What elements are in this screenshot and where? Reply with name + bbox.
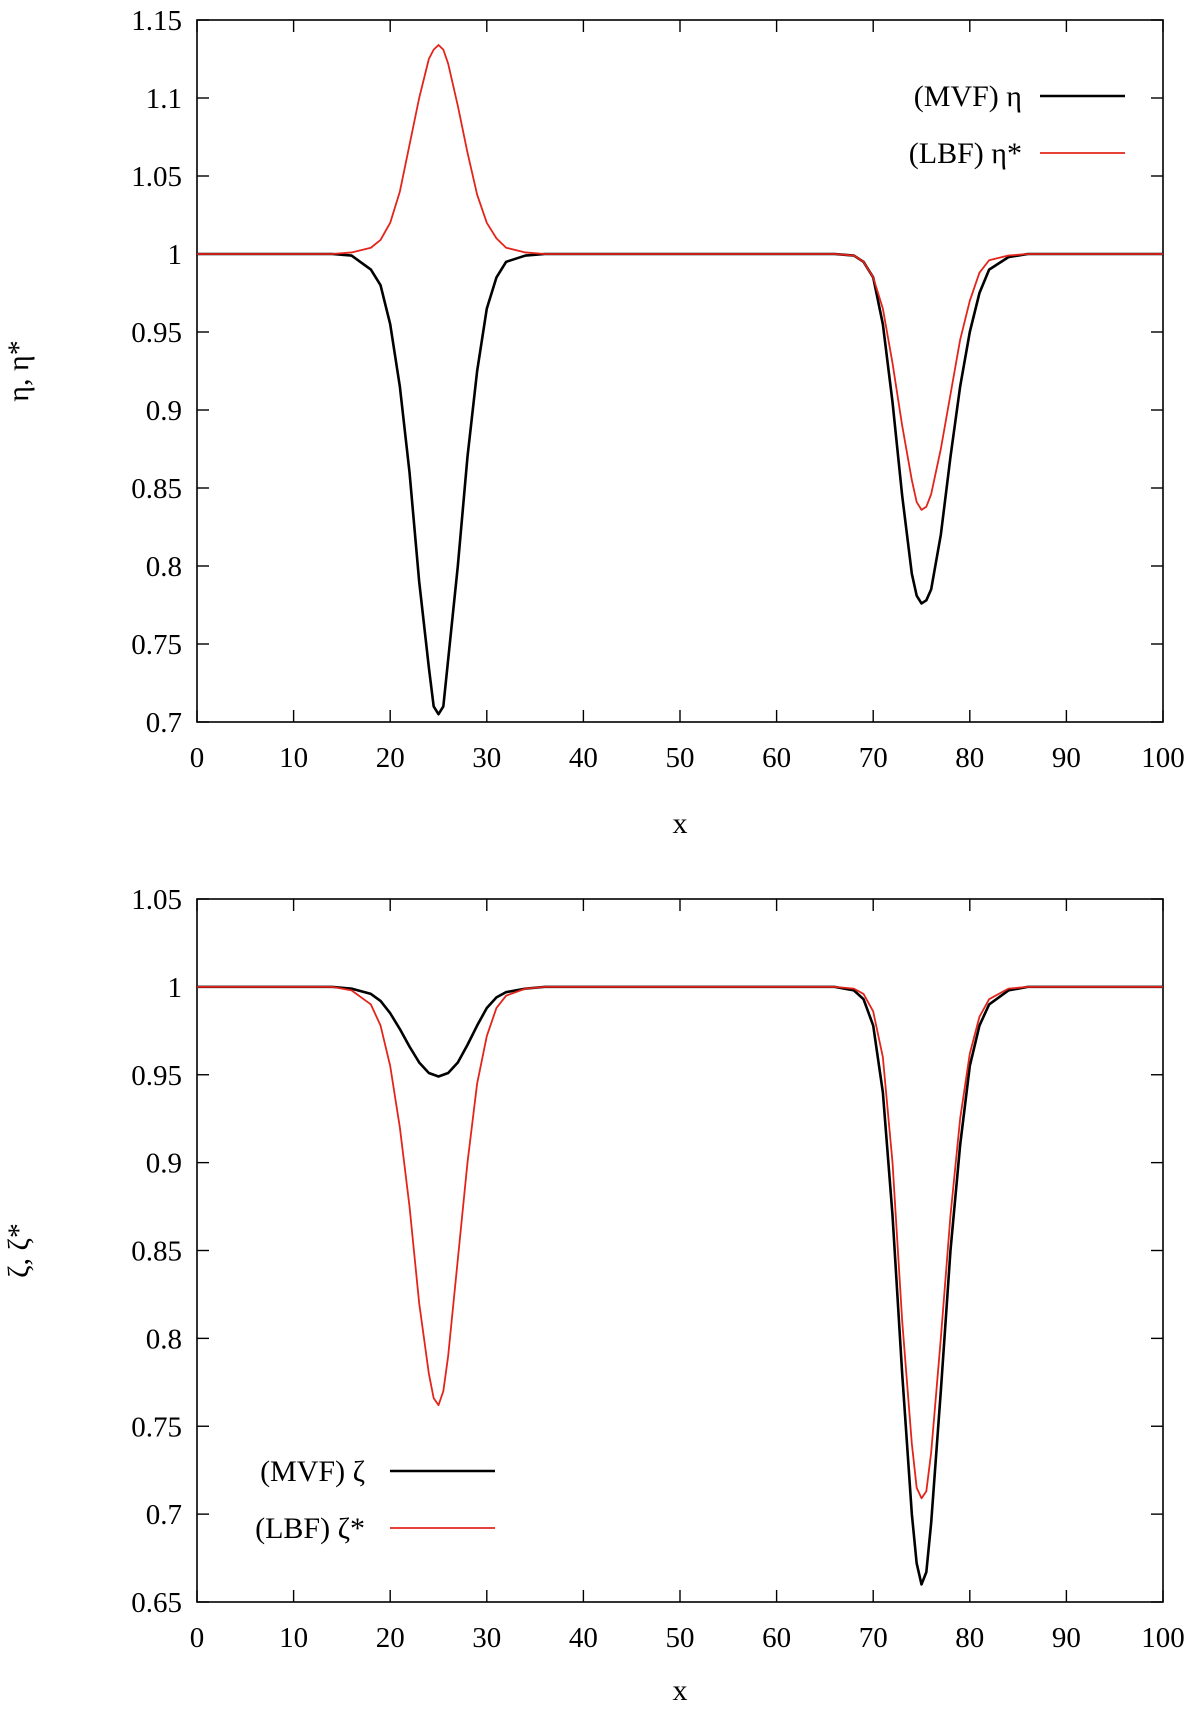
plot-frame [196, 19, 1164, 723]
y-tick-label: 0.7 [146, 1499, 182, 1531]
x-tick-label: 20 [376, 742, 405, 774]
x-tick-label: 60 [762, 742, 791, 774]
x-tick-label: 80 [955, 742, 984, 774]
x-tick-label: 0 [190, 742, 205, 774]
y-tick-label: 0.95 [131, 317, 182, 349]
y-tick-label: 1 [168, 972, 183, 1004]
legend-label: (LBF) ζ* [255, 1512, 365, 1545]
series-line-2 [197, 44, 1163, 511]
x-tick-label: 100 [1141, 1622, 1185, 1654]
y-tick-label: 0.95 [131, 1060, 182, 1092]
y-tick-label: 1.1 [146, 83, 182, 115]
plot-frame [196, 898, 1164, 1603]
legend-label: (LBF) η* [909, 137, 1022, 170]
y-tick-label: 0.65 [131, 1587, 182, 1619]
x-axis-label: x [673, 807, 688, 840]
x-tick-label: 10 [279, 1622, 308, 1654]
x-tick-label: 40 [569, 742, 598, 774]
series-line-2 [197, 985, 1163, 1500]
y-tick-label: 0.8 [146, 1323, 182, 1355]
y-tick-label: 1 [168, 239, 183, 271]
y-tick-label: 0.85 [131, 473, 182, 505]
x-tick-label: 30 [472, 742, 501, 774]
legend-label: (MVF) ζ [260, 1455, 365, 1488]
x-axis-label: x [673, 1674, 688, 1707]
x-tick-label: 70 [859, 1622, 888, 1654]
legend: (MVF) η (LBF) η* [909, 80, 1125, 170]
series-line-1 [197, 985, 1163, 1586]
x-axis: 0 10 20 30 40 50 60 70 80 90 100 [190, 899, 1185, 1654]
chart-1: 0 10 20 30 40 50 60 70 80 90 1000.70.750.80.850.90… [2, 5, 1185, 840]
y-tick-label: 1.05 [131, 884, 182, 916]
y-tick-label: 0.8 [146, 551, 182, 583]
x-tick-label: 10 [279, 742, 308, 774]
x-tick-label: 90 [1052, 742, 1081, 774]
series-line-1 [197, 252, 1163, 716]
x-tick-label: 70 [859, 742, 888, 774]
x-tick-label: 30 [472, 1622, 501, 1654]
x-tick-label: 50 [666, 1622, 695, 1654]
x-tick-label: 0 [190, 1622, 205, 1654]
x-tick-label: 100 [1141, 742, 1185, 774]
y-tick-label: 1.15 [131, 5, 182, 37]
x-tick-label: 20 [376, 1622, 405, 1654]
legend: (MVF) ζ (LBF) ζ* [255, 1455, 495, 1545]
y-tick-label: 0.9 [146, 1148, 182, 1180]
y-tick-label: 1.05 [131, 161, 182, 193]
x-tick-label: 50 [666, 742, 695, 774]
y-tick-label: 0.75 [131, 629, 182, 661]
chart-2: 0 10 20 30 40 50 60 70 80 90 100 0.65 0.7 0.75 0.8 0.85… [2, 884, 1185, 1707]
legend-label: (MVF) η [914, 80, 1022, 113]
x-tick-label: 80 [955, 1622, 984, 1654]
y-tick-label: 0.85 [131, 1236, 182, 1268]
y-axis-label: ζ, ζ* [2, 1223, 35, 1278]
y-tick-label: 0.75 [131, 1411, 182, 1443]
y-tick-label: 0.9 [146, 395, 182, 427]
x-tick-label: 90 [1052, 1622, 1081, 1654]
x-axis: 0 10 20 30 40 50 60 70 80 90 100 [190, 20, 1185, 774]
x-tick-label: 60 [762, 1622, 791, 1654]
y-axis: 0.7 0.75 0.8 0.85 0.9 0.95 1 1.05 1.1 1.15 [131, 5, 1163, 739]
y-axis: 0.65 0.7 0.75 0.8 0.85 0.9 0.95 1 1.05 [131, 884, 1163, 1619]
x-tick-label: 40 [569, 1622, 598, 1654]
y-axis-label: η, η* [2, 340, 35, 401]
y-tick-label: 0.7 [146, 707, 182, 739]
